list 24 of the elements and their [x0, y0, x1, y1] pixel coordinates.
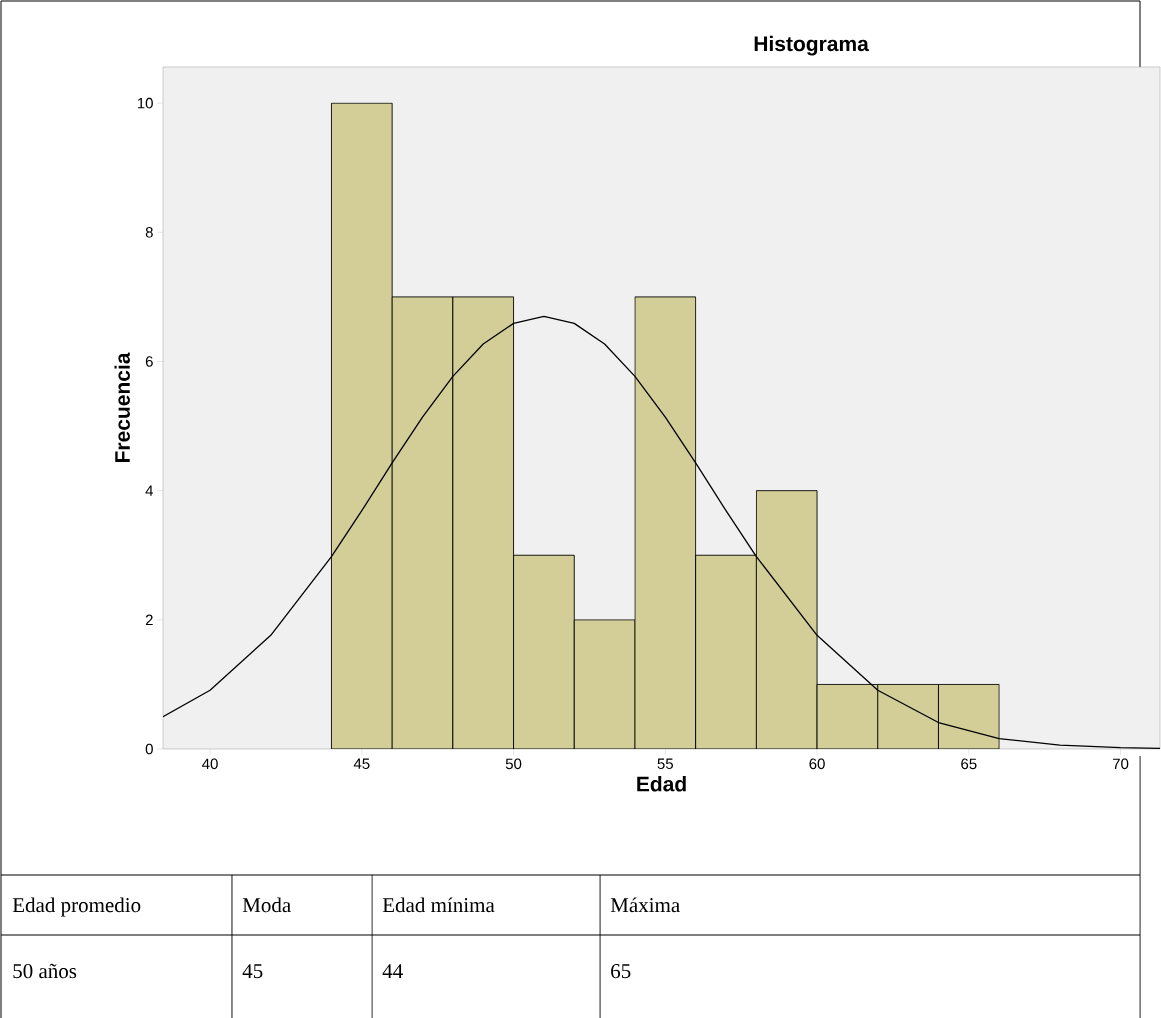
- chart-title: Histograma: [754, 35, 869, 56]
- x-tick-label: 40: [202, 758, 218, 770]
- y-tick-label: 4: [145, 485, 154, 496]
- text: Moda: [242, 897, 291, 913]
- x-tick-label: 70: [1112, 758, 1129, 770]
- text: 45: [242, 964, 263, 979]
- x-axis-title: Edad: [637, 776, 686, 792]
- text: 44: [382, 964, 403, 978]
- y-tick-label: 10: [137, 97, 153, 109]
- text: Máxima: [610, 897, 680, 913]
- x-tick-label: 45: [353, 758, 370, 769]
- text: 65: [611, 964, 631, 979]
- x-tick-label: 60: [809, 758, 825, 770]
- y-tick-label: 0: [145, 743, 153, 755]
- x-tick-label: 55: [657, 758, 674, 769]
- y-tick-label: 2: [145, 614, 153, 626]
- x-tick-label: 65: [961, 758, 977, 770]
- y-tick-label: 6: [145, 356, 153, 367]
- y-axis-title: Frecuencia: [114, 352, 130, 463]
- y-tick-label: 8: [145, 227, 153, 238]
- text: Edad mínima: [382, 897, 495, 913]
- text: Edad promedio: [12, 897, 141, 917]
- text: 50 años: [13, 963, 77, 979]
- x-tick-label: 50: [505, 758, 522, 770]
